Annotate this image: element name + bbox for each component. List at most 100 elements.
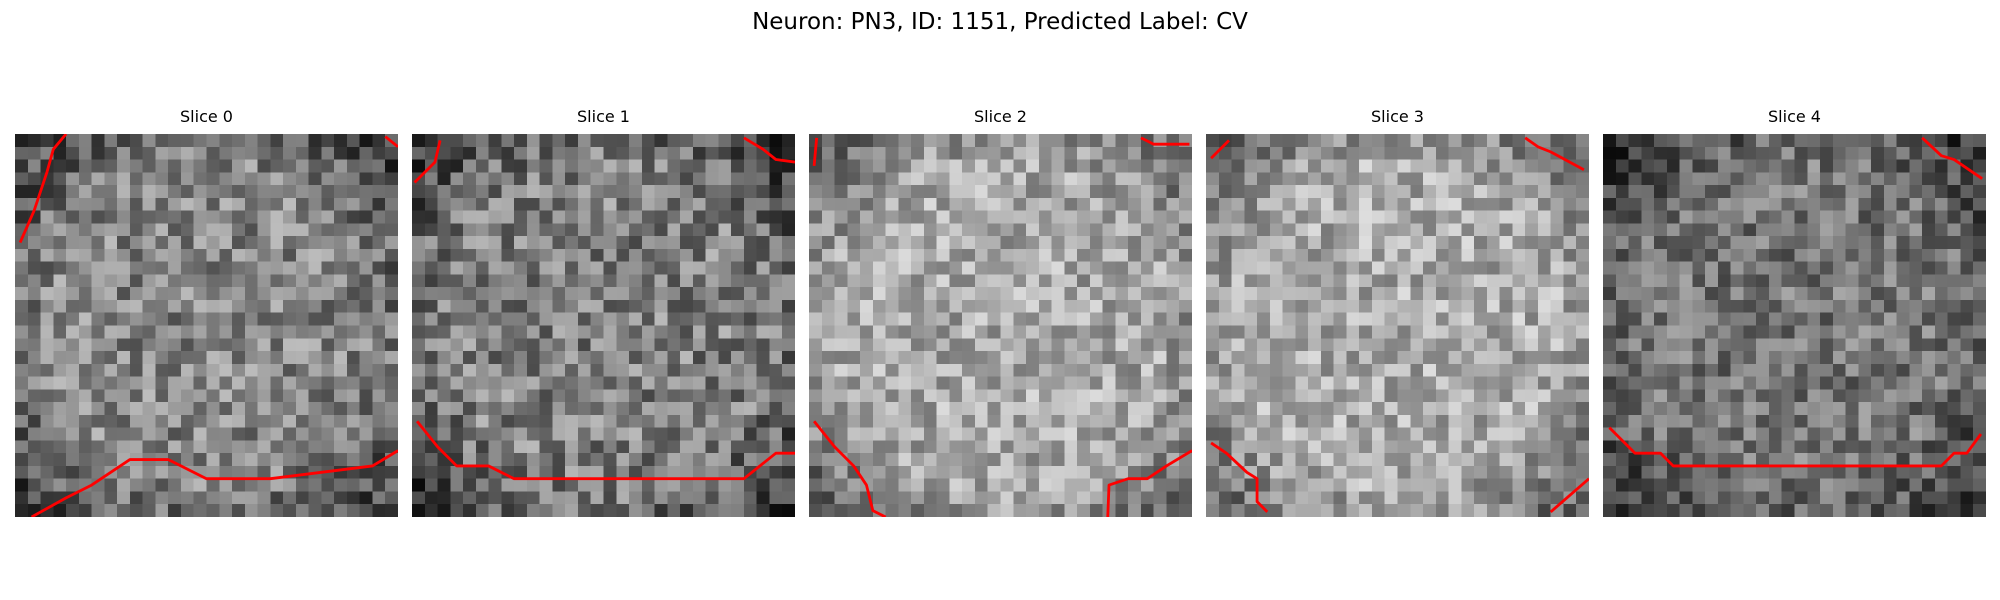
pixel: [769, 389, 783, 403]
pixel: [346, 414, 360, 428]
pixel: [769, 376, 783, 390]
pixel: [450, 248, 464, 262]
pixel: [1013, 185, 1027, 199]
pixel: [1973, 197, 1986, 211]
pixel: [1756, 325, 1770, 339]
pixel: [1384, 223, 1398, 237]
pixel: [936, 274, 950, 288]
pixel: [1973, 134, 1986, 148]
pixel: [1973, 299, 1986, 313]
pixel: [936, 185, 950, 199]
pixel: [860, 274, 874, 288]
pixel: [756, 376, 770, 390]
pixel: [257, 146, 271, 160]
pixel: [1257, 440, 1271, 454]
pixel: [308, 414, 322, 428]
pixel: [257, 427, 271, 441]
pixel: [1282, 465, 1296, 479]
pixel: [1064, 427, 1078, 441]
pixel: [91, 402, 105, 416]
pixel: [334, 299, 348, 313]
pixel: [1218, 146, 1232, 160]
pixel: [629, 465, 643, 479]
pixel: [987, 338, 1001, 352]
pixel: [295, 402, 309, 416]
pixel: [834, 338, 848, 352]
pixel: [1537, 427, 1551, 441]
pixel: [257, 389, 271, 403]
pixel: [1603, 453, 1617, 467]
pixel: [193, 440, 207, 454]
contour-line: [1106, 449, 1192, 517]
pixel: [78, 427, 92, 441]
pixel: [321, 389, 335, 403]
pixel: [731, 134, 745, 148]
pixel: [1960, 478, 1974, 492]
pixel: [731, 338, 745, 352]
pixel: [603, 338, 617, 352]
pixel: [756, 159, 770, 173]
pixel: [1960, 402, 1974, 416]
pixel: [1717, 287, 1731, 301]
pixel: [1807, 146, 1821, 160]
pixel: [206, 197, 220, 211]
pixel: [962, 134, 976, 148]
pixel: [654, 223, 668, 237]
pixel: [1474, 312, 1488, 326]
pixel: [1089, 491, 1103, 505]
pixel: [565, 440, 579, 454]
pixel: [1934, 185, 1948, 199]
pixel: [1295, 236, 1309, 250]
pixel: [295, 287, 309, 301]
pixel: [501, 172, 515, 186]
pixel: [577, 210, 591, 224]
pixel: [1115, 465, 1129, 479]
pixel: [1499, 504, 1513, 517]
pixel: [718, 159, 732, 173]
pixel: [565, 146, 579, 160]
pixel: [577, 427, 591, 441]
pixel: [949, 172, 963, 186]
pixel: [488, 478, 502, 492]
pixel: [1883, 261, 1897, 275]
pixel: [565, 504, 579, 517]
pixel: [731, 351, 745, 365]
pixel: [40, 402, 54, 416]
pixel: [1115, 261, 1129, 275]
pixel: [193, 414, 207, 428]
pixel: [117, 159, 131, 173]
pixel: [1461, 185, 1475, 199]
pixel: [475, 134, 489, 148]
pixel: [193, 159, 207, 173]
pixel: [782, 325, 795, 339]
pixel: [1333, 287, 1347, 301]
pixel: [1461, 172, 1475, 186]
pixel: [1269, 223, 1283, 237]
pixel: [654, 440, 668, 454]
pixel: [590, 402, 604, 416]
pixel: [590, 312, 604, 326]
pixel: [1231, 491, 1245, 505]
pixel: [1679, 389, 1693, 403]
pixel: [1244, 414, 1258, 428]
pixel: [283, 351, 297, 365]
pixel: [834, 465, 848, 479]
pixel: [91, 159, 105, 173]
pixel: [1038, 363, 1052, 377]
pixel: [1026, 478, 1040, 492]
pixel: [1781, 210, 1795, 224]
pixel: [552, 440, 566, 454]
pixel: [1550, 325, 1564, 339]
pixel: [872, 376, 886, 390]
pixel: [206, 134, 220, 148]
pixel: [501, 491, 515, 505]
pixel: [1820, 287, 1834, 301]
pixel: [1000, 478, 1014, 492]
pixel: [1717, 414, 1731, 428]
pixel: [1231, 325, 1245, 339]
pixel: [641, 376, 655, 390]
pixel: [1550, 363, 1564, 377]
pixel: [705, 261, 719, 275]
pixel: [705, 197, 719, 211]
pixel: [718, 351, 732, 365]
